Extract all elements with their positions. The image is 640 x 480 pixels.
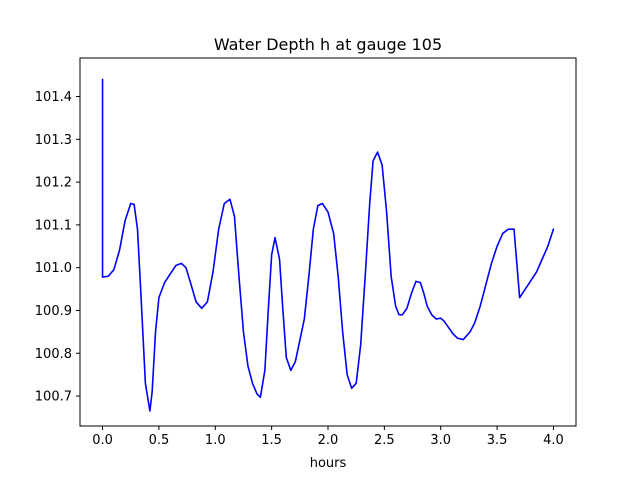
x-tick-label: 2.5 bbox=[374, 433, 395, 448]
y-tick-label: 100.7 bbox=[35, 390, 72, 405]
x-tick-label: 1.5 bbox=[261, 433, 282, 448]
y-tick-label: 101.4 bbox=[35, 90, 72, 105]
x-tick-label: 4.0 bbox=[543, 433, 564, 448]
y-tick-label: 101.3 bbox=[35, 133, 72, 148]
x-tick-label: 1.0 bbox=[205, 433, 226, 448]
x-tick-label: 0.0 bbox=[92, 433, 113, 448]
chart-title: Water Depth h at gauge 105 bbox=[214, 35, 442, 54]
x-tick-label: 2.0 bbox=[318, 433, 339, 448]
y-tick-label: 101.0 bbox=[35, 261, 72, 276]
y-tick-label: 100.9 bbox=[35, 304, 72, 319]
x-tick-label: 3.5 bbox=[487, 433, 508, 448]
y-tick-label: 101.2 bbox=[35, 176, 72, 191]
y-tick-label: 100.8 bbox=[35, 347, 72, 362]
x-tick-label: 3.0 bbox=[430, 433, 451, 448]
x-axis-label: hours bbox=[310, 456, 347, 471]
x-tick-label: 0.5 bbox=[149, 433, 170, 448]
y-tick-label: 101.1 bbox=[35, 218, 72, 233]
series-line-0 bbox=[101, 78, 555, 412]
plot-area: 0.0 0.5 1.0 1.5 2.0 2.5 3.0 3.5 4.0 100.7 100.8 100… bbox=[35, 57, 577, 448]
